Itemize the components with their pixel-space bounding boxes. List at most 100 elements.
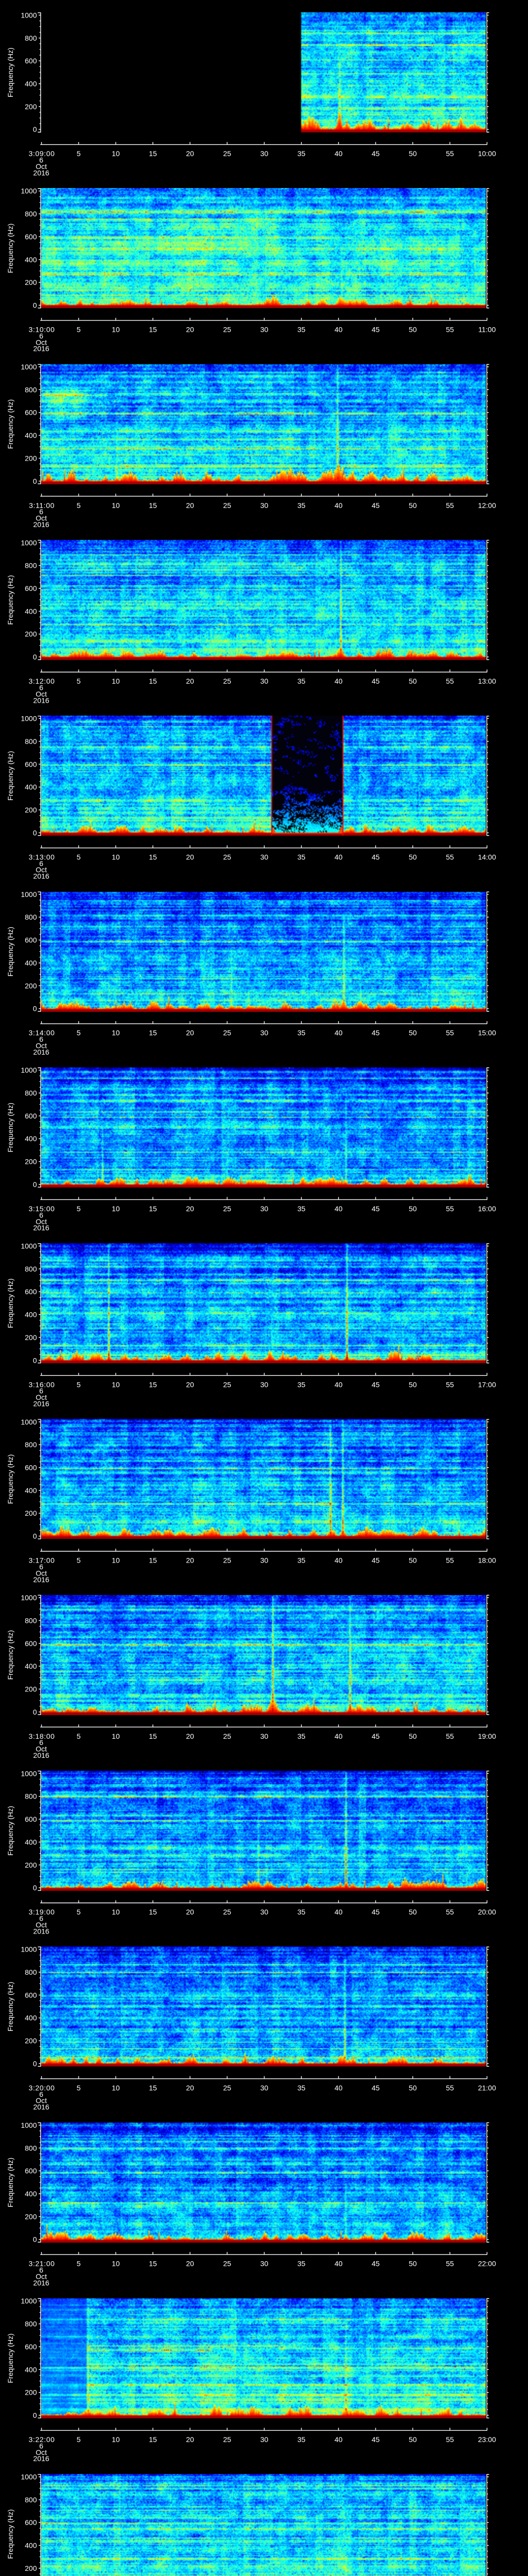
svg-text:600: 600: [25, 760, 37, 768]
svg-text:10: 10: [112, 1029, 120, 1037]
svg-text:10: 10: [112, 2083, 120, 2092]
svg-text:1000: 1000: [21, 2297, 37, 2305]
svg-text:1000: 1000: [21, 890, 37, 899]
svg-text:Frequency (Hz): Frequency (Hz): [6, 399, 14, 449]
svg-text:55: 55: [446, 1908, 454, 1916]
svg-text:30: 30: [260, 1908, 269, 1916]
svg-text:21:00: 21:00: [478, 2083, 496, 2092]
svg-text:3:10:00: 3:10:00: [29, 326, 55, 334]
svg-text:40: 40: [335, 1380, 343, 1388]
svg-text:25: 25: [223, 1380, 232, 1388]
svg-text:200: 200: [25, 103, 37, 111]
svg-text:0: 0: [33, 1532, 37, 1540]
svg-text:0: 0: [33, 477, 37, 485]
svg-text:800: 800: [25, 1265, 37, 1273]
svg-text:1000: 1000: [21, 538, 37, 547]
svg-text:800: 800: [25, 737, 37, 745]
svg-text:6: 6: [39, 1035, 43, 1043]
svg-text:15: 15: [149, 1556, 157, 1565]
svg-text:3:12:00: 3:12:00: [29, 677, 55, 685]
svg-text:35: 35: [298, 1732, 306, 1740]
svg-text:0: 0: [33, 653, 37, 661]
svg-text:2016: 2016: [33, 2103, 49, 2111]
svg-text:6: 6: [39, 1387, 43, 1395]
svg-text:30: 30: [260, 853, 269, 861]
svg-text:20: 20: [186, 2435, 194, 2444]
svg-text:20: 20: [186, 2260, 194, 2268]
svg-text:Oct: Oct: [36, 2273, 47, 2281]
svg-text:600: 600: [25, 2167, 37, 2175]
svg-text:Frequency (Hz): Frequency (Hz): [6, 1278, 14, 1328]
svg-text:45: 45: [372, 677, 380, 685]
svg-text:0: 0: [33, 125, 37, 133]
svg-text:10: 10: [112, 1205, 120, 1213]
svg-text:800: 800: [25, 1440, 37, 1449]
svg-text:45: 45: [372, 2260, 380, 2268]
svg-text:2016: 2016: [33, 696, 49, 704]
svg-text:20: 20: [186, 149, 194, 158]
svg-text:600: 600: [25, 2518, 37, 2527]
svg-text:3:17:00: 3:17:00: [29, 1556, 55, 1565]
svg-text:800: 800: [25, 2496, 37, 2504]
svg-text:15: 15: [149, 2083, 157, 2092]
svg-text:15:00: 15:00: [478, 1029, 496, 1037]
svg-text:20: 20: [186, 326, 194, 334]
svg-text:10: 10: [112, 501, 120, 510]
svg-text:400: 400: [25, 2541, 37, 2550]
svg-text:20:00: 20:00: [478, 1908, 496, 1916]
svg-text:50: 50: [409, 2083, 417, 2092]
svg-text:600: 600: [25, 57, 37, 65]
svg-text:40: 40: [335, 2435, 343, 2444]
svg-text:5: 5: [77, 326, 81, 334]
svg-text:400: 400: [25, 2014, 37, 2022]
svg-text:5: 5: [77, 2260, 81, 2268]
svg-text:800: 800: [25, 1792, 37, 1801]
svg-text:15: 15: [149, 1029, 157, 1037]
svg-text:10: 10: [112, 677, 120, 685]
svg-text:15: 15: [149, 1380, 157, 1388]
svg-text:10: 10: [112, 1556, 120, 1565]
svg-text:600: 600: [25, 936, 37, 944]
svg-text:30: 30: [260, 1380, 269, 1388]
svg-text:10: 10: [112, 1908, 120, 1916]
svg-text:800: 800: [25, 913, 37, 921]
svg-text:2016: 2016: [33, 1927, 49, 1935]
svg-text:2016: 2016: [33, 520, 49, 529]
svg-text:5: 5: [77, 2435, 81, 2444]
svg-text:45: 45: [372, 2435, 380, 2444]
svg-text:0: 0: [33, 1884, 37, 1892]
svg-text:15: 15: [149, 1205, 157, 1213]
svg-text:3:22:00: 3:22:00: [29, 2435, 55, 2444]
svg-text:600: 600: [25, 1991, 37, 1999]
svg-text:Oct: Oct: [36, 514, 47, 522]
svg-text:0: 0: [33, 2235, 37, 2244]
svg-text:200: 200: [25, 806, 37, 814]
svg-text:Frequency (Hz): Frequency (Hz): [6, 927, 14, 976]
svg-text:2016: 2016: [33, 1048, 49, 1056]
svg-text:40: 40: [335, 1908, 343, 1916]
svg-text:35: 35: [298, 2260, 306, 2268]
svg-text:Oct: Oct: [36, 1745, 47, 1753]
svg-text:1000: 1000: [21, 1066, 37, 1074]
svg-text:40: 40: [335, 149, 343, 158]
svg-text:35: 35: [298, 2435, 306, 2444]
svg-text:15: 15: [149, 677, 157, 685]
svg-text:50: 50: [409, 2260, 417, 2268]
svg-text:3:19:00: 3:19:00: [29, 1908, 55, 1916]
svg-text:35: 35: [298, 1556, 306, 1565]
svg-text:3:16:00: 3:16:00: [29, 1380, 55, 1388]
svg-text:25: 25: [223, 677, 232, 685]
svg-text:5: 5: [77, 1908, 81, 1916]
svg-text:11:00: 11:00: [478, 326, 496, 334]
svg-text:Frequency (Hz): Frequency (Hz): [6, 47, 14, 97]
svg-text:600: 600: [25, 1815, 37, 1823]
svg-text:20: 20: [186, 1029, 194, 1037]
svg-text:55: 55: [446, 853, 454, 861]
svg-text:40: 40: [335, 2083, 343, 2092]
svg-text:18:00: 18:00: [478, 1556, 496, 1565]
svg-text:2016: 2016: [33, 1400, 49, 1408]
svg-text:45: 45: [372, 2083, 380, 2092]
svg-text:40: 40: [335, 326, 343, 334]
svg-text:Frequency (Hz): Frequency (Hz): [6, 1630, 14, 1680]
svg-text:3:13:00: 3:13:00: [29, 853, 55, 861]
